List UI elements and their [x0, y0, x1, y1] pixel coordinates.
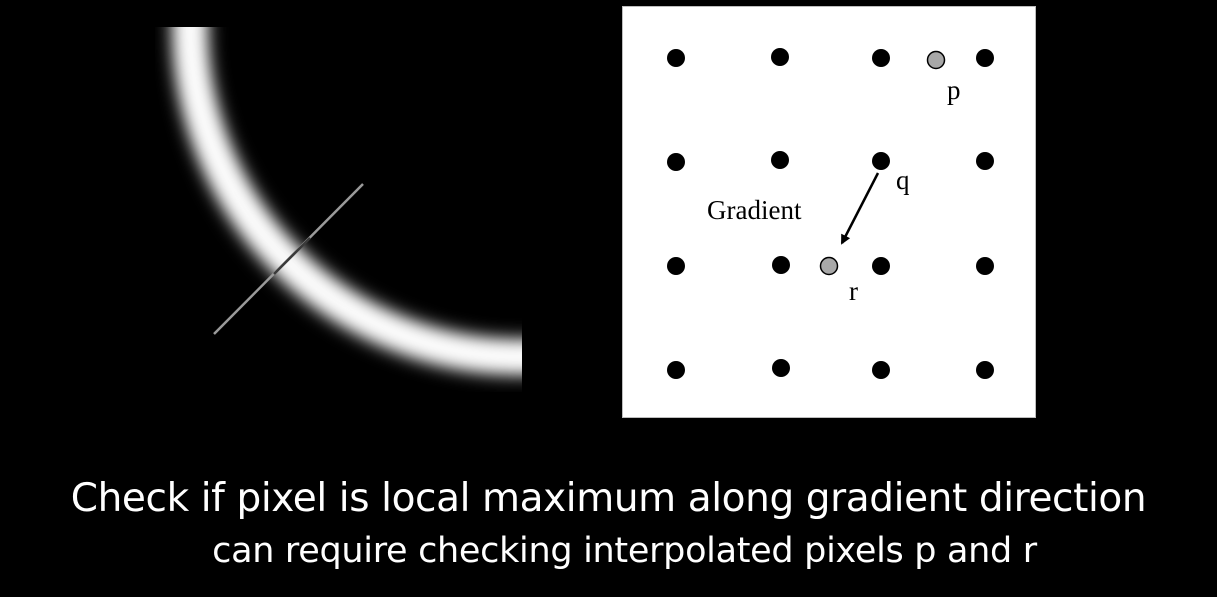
caption-line-1: Check if pixel is local maximum along gr… — [70, 476, 1147, 521]
slide-caption: Check if pixel is local maximum along gr… — [0, 472, 1217, 576]
gradient-normal-line-center — [273, 237, 311, 275]
pixel-dot — [667, 257, 685, 275]
interpolated-pixel-r — [819, 256, 839, 276]
pixel-dot — [976, 257, 994, 275]
pixel-dot — [667, 361, 685, 379]
label-r: r — [849, 276, 858, 306]
pixel-dot — [771, 48, 789, 66]
pixel-dot — [976, 361, 994, 379]
pixel-dot — [872, 361, 890, 379]
curved-edge-illustration — [173, 27, 522, 374]
pixel-dot — [667, 153, 685, 171]
pixel-dot — [976, 49, 994, 67]
pixel-dot — [772, 359, 790, 377]
caption-line-2: can require checking interpolated pixels… — [212, 531, 1037, 571]
pixel-grid-panel: p q r Gradient — [622, 6, 1036, 418]
pixel-dot — [771, 151, 789, 169]
label-gradient: Gradient — [707, 195, 802, 225]
pixel-dot — [772, 256, 790, 274]
edge-image — [150, 22, 530, 397]
label-q: q — [896, 165, 910, 195]
interpolated-pixel-p — [926, 50, 946, 70]
pixel-dot — [872, 49, 890, 67]
pixel-dot — [976, 152, 994, 170]
gradient-arrow — [840, 172, 880, 245]
pixel-dot — [872, 257, 890, 275]
pixel-dot — [667, 49, 685, 67]
pixel-dot-q — [872, 152, 890, 170]
label-p: p — [947, 75, 961, 105]
pixel-grid-diagram: p q r Gradient — [667, 48, 994, 379]
